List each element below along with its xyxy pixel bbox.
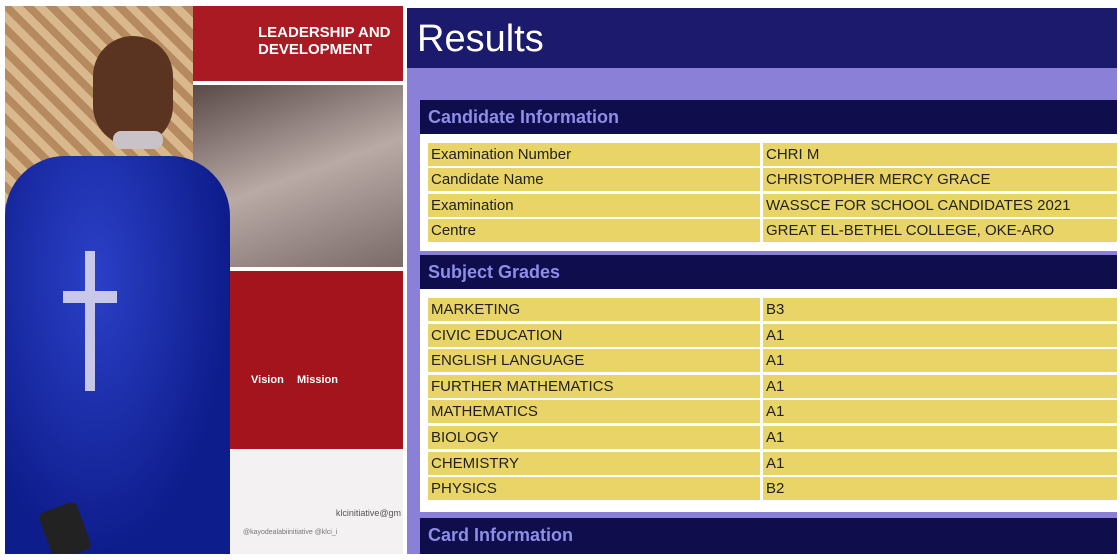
row-value: A1	[763, 349, 1117, 373]
table-row: CHEMISTRY A1	[428, 451, 1117, 475]
row-label: ENGLISH LANGUAGE	[428, 349, 760, 373]
table-row: Examination Number CHRI M	[428, 143, 1117, 166]
table-row: ENGLISH LANGUAGE A1	[428, 349, 1117, 373]
table-row: MARKETING B3	[428, 298, 1117, 321]
vision-label: Vision	[251, 374, 284, 386]
section-candidate-information: Candidate Information	[420, 100, 1117, 134]
row-label: PHYSICS	[428, 477, 760, 501]
row-label: BIOLOGY	[428, 426, 760, 449]
table-row: MATHEMATICS A1	[428, 400, 1117, 424]
section-subject-grades: Subject Grades	[420, 255, 1117, 289]
row-label: CIVIC EDUCATION	[428, 323, 760, 347]
banner-title: LEADERSHIP AND DEVELOPMENT	[258, 24, 391, 58]
row-value: GREAT EL-BETHEL COLLEGE, OKE-ARO	[763, 218, 1117, 242]
table-row: PHYSICS B2	[428, 477, 1117, 501]
row-value: CHRISTOPHER MERCY GRACE	[763, 168, 1117, 192]
table-row: BIOLOGY A1	[428, 426, 1117, 449]
row-label: Examination	[428, 193, 760, 217]
row-value: A1	[763, 323, 1117, 347]
row-value: WASSCE FOR SCHOOL CANDIDATES 2021	[763, 193, 1117, 217]
row-label: MARKETING	[428, 298, 760, 321]
table-row: Candidate Name CHRISTOPHER MERCY GRACE	[428, 168, 1117, 192]
row-value: CHRI M	[763, 143, 1117, 166]
section-card-information: Card Information	[420, 518, 1117, 554]
table-row: Centre GREAT EL-BETHEL COLLEGE, OKE-ARO	[428, 218, 1117, 242]
row-label: FURTHER MATHEMATICS	[428, 374, 760, 398]
table-row: Examination WASSCE FOR SCHOOL CANDIDATES …	[428, 193, 1117, 217]
person	[5, 156, 230, 554]
banner-email: klcinitiative@gm	[335, 508, 401, 518]
row-label: Candidate Name	[428, 168, 760, 192]
cross-embroidery	[63, 251, 117, 391]
face-mask	[113, 131, 163, 149]
row-value: A1	[763, 451, 1117, 475]
banner-handles: @kayodealabiinitiative @klci_i	[243, 529, 338, 536]
page-title: Results	[407, 8, 1117, 68]
table-row: FURTHER MATHEMATICS A1	[428, 374, 1117, 398]
person-head	[93, 36, 173, 146]
candidate-photo: LEADERSHIP AND DEVELOPMENT Vision Mission…	[5, 6, 403, 554]
candidate-table: Examination Number CHRI M Candidate Name CH…	[420, 134, 1117, 251]
results-page: Results Candidate Information Examinatio…	[407, 8, 1117, 554]
row-label: MATHEMATICS	[428, 400, 760, 424]
row-value: A1	[763, 374, 1117, 398]
row-value: B3	[763, 298, 1117, 321]
row-label: CHEMISTRY	[428, 451, 760, 475]
row-value: A1	[763, 400, 1117, 424]
table-row: CIVIC EDUCATION A1	[428, 323, 1117, 347]
row-label: Centre	[428, 218, 760, 242]
grades-table: MARKETING B3 CIVIC EDUCATION A1 ENGLISH LANG…	[420, 289, 1117, 512]
row-value: B2	[763, 477, 1117, 501]
mission-label: Mission	[297, 374, 338, 386]
row-value: A1	[763, 426, 1117, 449]
row-label: Examination Number	[428, 143, 760, 166]
